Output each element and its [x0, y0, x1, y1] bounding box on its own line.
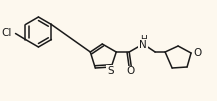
Text: Cl: Cl [1, 27, 12, 37]
Text: O: O [126, 66, 134, 76]
Text: S: S [107, 66, 113, 76]
Text: N: N [139, 40, 147, 50]
Text: H: H [140, 35, 146, 44]
Text: O: O [193, 48, 201, 58]
